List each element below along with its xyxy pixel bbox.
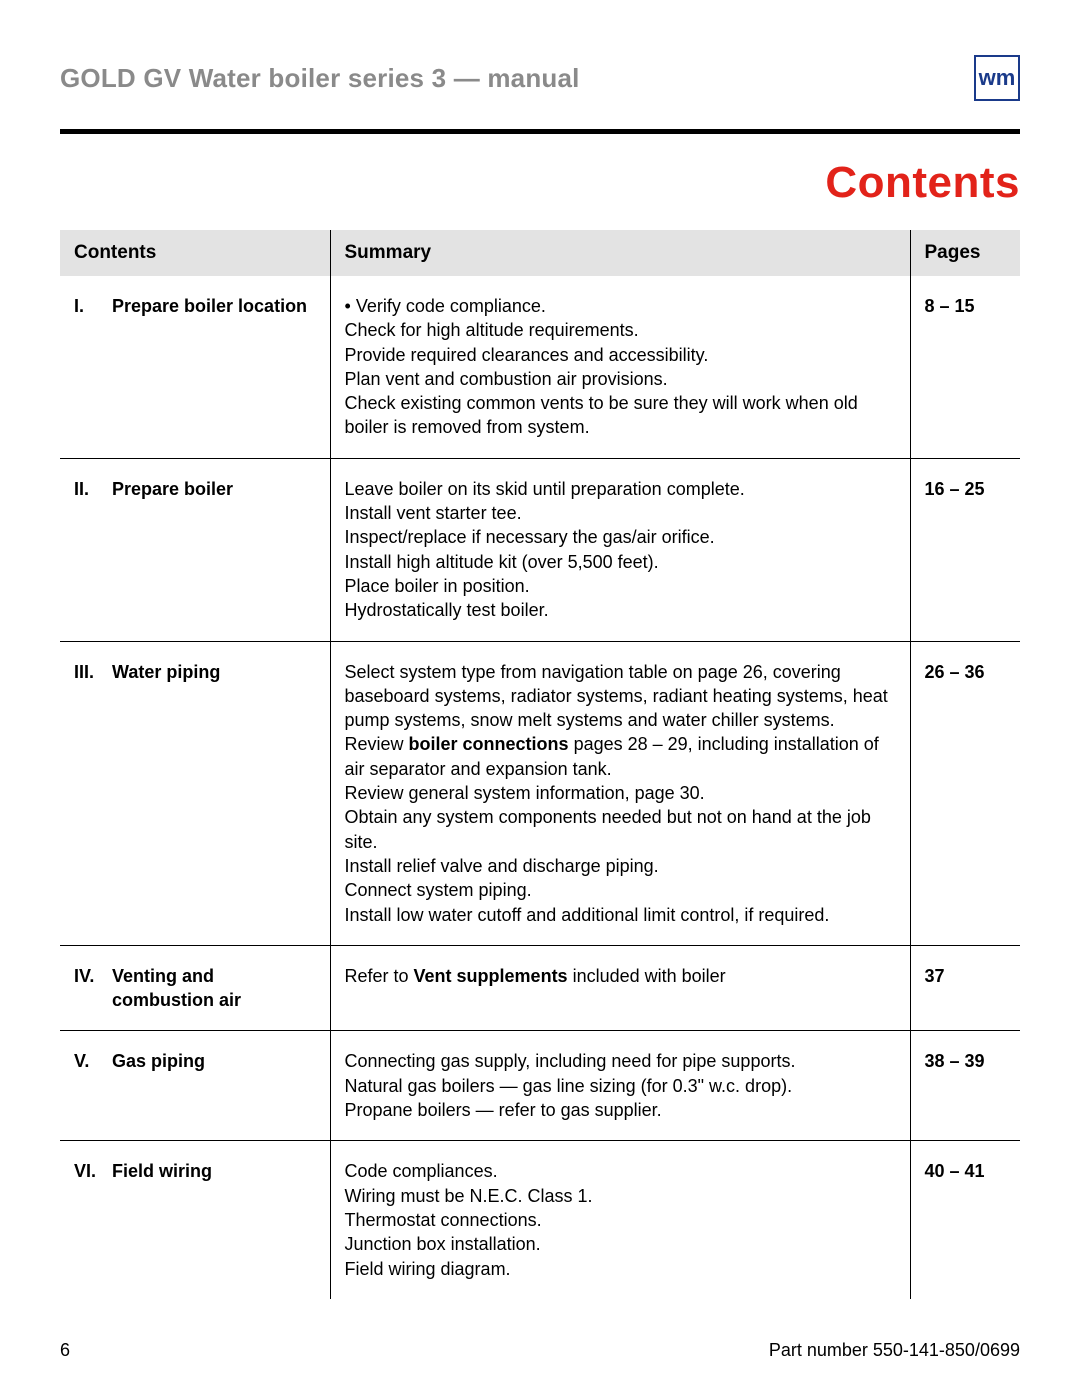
section-title: Gas piping [112,1049,205,1073]
manual-title: GOLD GV Water boiler series 3 — manual [60,63,580,94]
page: GOLD GV Water boiler series 3 — manual w… [0,0,1080,1397]
contents-heading: Contents [60,158,1020,208]
section-title: Field wiring [112,1159,212,1183]
section-title: Prepare boiler location [112,294,307,318]
section-cell: II.Prepare boiler [60,458,330,641]
pages-cell: 40 – 41 [910,1141,1020,1299]
table-row: II.Prepare boilerLeave boiler on its ski… [60,458,1020,641]
section-number: VI. [74,1159,112,1183]
section-number: I. [74,294,112,318]
section-title: Venting and combustion air [112,964,316,1013]
page-footer: 6 Part number 550-141-850/0699 [60,1340,1020,1361]
column-header-contents: Contents [60,230,330,276]
pages-cell: 8 – 15 [910,276,1020,458]
section-cell: V.Gas piping [60,1031,330,1141]
header-row: GOLD GV Water boiler series 3 — manual w… [60,55,1020,101]
section-title: Water piping [112,660,220,684]
brand-logo: wm [974,55,1020,101]
brand-logo-text: wm [979,67,1016,89]
section-number: II. [74,477,112,501]
table-header-row: Contents Summary Pages [60,230,1020,276]
column-header-pages: Pages [910,230,1020,276]
contents-table-body: I.Prepare boiler locationVerify code com… [60,276,1020,1299]
table-row: VI.Field wiringCode compliances.Wiring m… [60,1141,1020,1299]
table-row: III.Water pipingSelect system type from … [60,641,1020,945]
section-cell: III.Water piping [60,641,330,945]
page-number: 6 [60,1340,70,1361]
summary-cell: Code compliances.Wiring must be N.E.C. C… [330,1141,910,1299]
header-rule [60,129,1020,134]
summary-cell: Verify code compliance.Check for high al… [330,276,910,458]
part-number: Part number 550-141-850/0699 [769,1340,1020,1361]
summary-cell: Connecting gas supply, including need fo… [330,1031,910,1141]
section-cell: I.Prepare boiler location [60,276,330,458]
column-header-summary: Summary [330,230,910,276]
table-row: IV.Venting and combustion airRefer to Ve… [60,945,1020,1031]
section-number: IV. [74,964,112,1013]
section-number: V. [74,1049,112,1073]
pages-cell: 26 – 36 [910,641,1020,945]
pages-cell: 38 – 39 [910,1031,1020,1141]
summary-cell: Leave boiler on its skid until preparati… [330,458,910,641]
contents-table: Contents Summary Pages I.Prepare boiler … [60,230,1020,1299]
section-number: III. [74,660,112,684]
pages-cell: 37 [910,945,1020,1031]
table-row: V.Gas pipingConnecting gas supply, inclu… [60,1031,1020,1141]
pages-cell: 16 – 25 [910,458,1020,641]
summary-cell: Select system type from navigation table… [330,641,910,945]
table-row: I.Prepare boiler locationVerify code com… [60,276,1020,458]
section-cell: IV.Venting and combustion air [60,945,330,1031]
summary-cell: Refer to Vent supplements included with … [330,945,910,1031]
section-cell: VI.Field wiring [60,1141,330,1299]
section-title: Prepare boiler [112,477,233,501]
